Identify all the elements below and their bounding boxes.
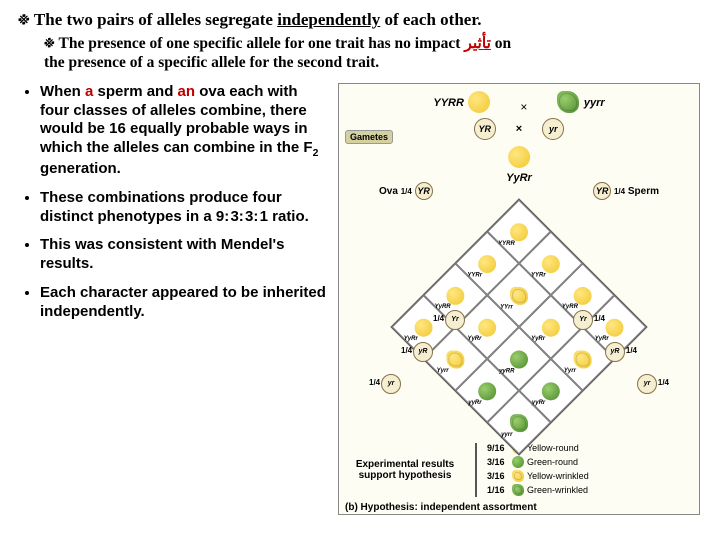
yellow-round-pea-icon bbox=[574, 286, 592, 304]
list-item: These combinations produce four distinct… bbox=[40, 189, 328, 227]
legend-pea-icon bbox=[512, 470, 524, 482]
slide-content: ፠ The two pairs of alleles segregate ind… bbox=[0, 0, 720, 525]
list-item: When a sperm and an ova each with four c… bbox=[40, 83, 328, 179]
heading-underlined: independently bbox=[277, 10, 380, 29]
legend-label: Yellow-wrinkled bbox=[527, 471, 589, 481]
yellow-round-pea-icon bbox=[415, 318, 433, 336]
sperm-label: YR 1/4 Sperm bbox=[593, 182, 659, 200]
cell-genotype: Yyrr bbox=[437, 368, 449, 374]
legend-pea-icon bbox=[512, 484, 524, 496]
legend-row: 3/16 Yellow-wrinkled bbox=[487, 470, 589, 482]
sub-text-2: the presence of a specific allele for th… bbox=[44, 54, 379, 71]
yellow-round-pea-icon bbox=[605, 318, 623, 336]
edge-gamete: yr bbox=[381, 374, 401, 394]
bullet-icon: ፠ bbox=[18, 10, 30, 29]
text-column: When a sperm and an ova each with four c… bbox=[18, 83, 328, 515]
yellow-round-pea-icon bbox=[478, 254, 496, 272]
punnett-square-wrap: YYRRYYRrYyRRYyRrYYRrYYrrYyRrYyrrYyRRYyRr… bbox=[391, 236, 647, 418]
cross-symbol: × bbox=[520, 100, 527, 114]
legend-fraction: 3/16 bbox=[487, 457, 509, 467]
edge-gamete: Yr bbox=[445, 310, 465, 330]
sub-text-1a: The presence of one specific allele for … bbox=[59, 35, 465, 52]
legend-fraction: 9/16 bbox=[487, 443, 509, 453]
gamete-left: YR bbox=[474, 118, 496, 140]
heading-text-before: The two pairs of alleles segregate bbox=[34, 10, 277, 29]
green-round-pea-icon bbox=[510, 350, 528, 368]
heading-text-after: of each other. bbox=[380, 10, 481, 29]
diagram-column: YYRR × yyrr Gametes YR × yr bbox=[338, 83, 702, 515]
phenotype-legend: 9/16 Yellow-round 3/16 Green-round 3/16 Yello… bbox=[487, 442, 589, 498]
yellow-wrinkled-pea-icon bbox=[446, 350, 464, 368]
legend-row: 9/16 Yellow-round bbox=[487, 442, 589, 454]
ova-label: Ova 1/4 YR bbox=[379, 182, 433, 200]
yellow-round-pea-icon bbox=[542, 254, 560, 272]
edge-gamete: Yr bbox=[573, 310, 593, 330]
sub-bullet-icon: ፠ bbox=[44, 35, 55, 52]
cell-genotype: YyRr bbox=[404, 336, 418, 342]
parent-2-genotype: yyrr bbox=[584, 97, 605, 109]
legend-fraction: 3/16 bbox=[487, 471, 509, 481]
green-round-pea-icon bbox=[542, 381, 560, 399]
parent-row: YYRR × yyrr bbox=[339, 84, 699, 114]
cell-genotype: yyRr bbox=[468, 400, 481, 406]
sub-text-red: تأثير bbox=[464, 35, 491, 52]
yellow-round-pea-icon bbox=[446, 286, 464, 304]
edge-gamete: yr bbox=[637, 374, 657, 394]
legend-label: Yellow-round bbox=[527, 443, 579, 453]
yellow-round-pea-icon bbox=[478, 318, 496, 336]
yellow-round-pea-icon bbox=[510, 222, 528, 240]
diagram-caption: (b) Hypothesis: independent assortment bbox=[339, 498, 699, 517]
edge-frac: 1/4 bbox=[433, 314, 444, 323]
parent-1-genotype: YYRR bbox=[433, 97, 464, 109]
yellow-round-pea-icon bbox=[542, 318, 560, 336]
sub-text-1b: on bbox=[491, 35, 511, 52]
edge-frac: 1/4 bbox=[369, 378, 380, 387]
green-round-pea-icon bbox=[478, 381, 496, 399]
list-item: This was consistent with Mendel's result… bbox=[40, 236, 328, 274]
edge-gamete: yR bbox=[413, 342, 433, 362]
legend-row: 1/16 Green-wrinkled bbox=[487, 484, 589, 496]
parent-1: YYRR bbox=[433, 91, 490, 113]
edge-frac: 1/4 bbox=[658, 378, 669, 387]
experimental-results-label: Experimental results support hypothesis bbox=[345, 459, 465, 481]
yellow-wrinkled-pea-icon bbox=[574, 350, 592, 368]
heading-line: ፠ The two pairs of alleles segregate ind… bbox=[18, 10, 702, 30]
cell-genotype: Yyrr bbox=[564, 368, 576, 374]
list-item: Each character appeared to be inherited … bbox=[40, 284, 328, 322]
parent-2: yyrr bbox=[557, 91, 604, 113]
gamete-right: yr bbox=[542, 118, 564, 140]
subheading: ፠ The presence of one specific allele fo… bbox=[44, 34, 702, 73]
edge-frac: 1/4 bbox=[401, 346, 412, 355]
legend-label: Green-wrinkled bbox=[527, 485, 588, 495]
edge-frac: 1/4 bbox=[594, 314, 605, 323]
bullet-list: When a sperm and an ova each with four c… bbox=[18, 83, 328, 322]
legend-label: Green-round bbox=[527, 457, 578, 467]
punnett-diagram: YYRR × yyrr Gametes YR × yr bbox=[338, 83, 700, 515]
gametes-label-box: Gametes bbox=[345, 130, 393, 144]
f1-genotype: YyRr bbox=[506, 172, 532, 184]
punnett-grid: YYRRYYRrYyRRYyRrYYRrYYrrYyRrYyrrYyRRYyRr… bbox=[390, 198, 647, 455]
legend-row: 3/16 Green-round bbox=[487, 456, 589, 468]
legend-pea-icon bbox=[512, 456, 524, 468]
f1-pea bbox=[508, 146, 530, 168]
gamete-cross: × bbox=[516, 123, 522, 135]
green-wrinkled-pea-icon bbox=[510, 413, 528, 431]
yellow-wrinkled-pea-icon bbox=[510, 286, 528, 304]
parent-2-pea bbox=[557, 91, 579, 113]
parent-1-pea bbox=[468, 91, 490, 113]
two-column-layout: When a sperm and an ova each with four c… bbox=[18, 83, 702, 515]
edge-frac: 1/4 bbox=[626, 346, 637, 355]
f1-row: YyRr bbox=[389, 146, 649, 180]
legend-fraction: 1/16 bbox=[487, 485, 509, 495]
cell-genotype: yyrr bbox=[501, 432, 512, 438]
edge-gamete: yR bbox=[605, 342, 625, 362]
